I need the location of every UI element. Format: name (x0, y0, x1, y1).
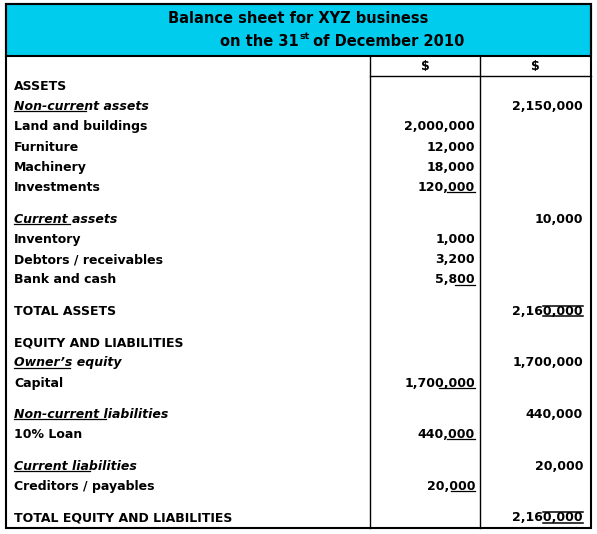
Text: 440,000: 440,000 (418, 428, 475, 441)
Text: 3,200: 3,200 (435, 253, 475, 266)
Text: TOTAL EQUITY AND LIABILITIES: TOTAL EQUITY AND LIABILITIES (14, 512, 232, 524)
Text: 20,000: 20,000 (534, 460, 583, 473)
Text: Debtors / receivables: Debtors / receivables (14, 253, 163, 266)
Text: 120,000: 120,000 (418, 181, 475, 194)
Text: 1,000: 1,000 (435, 233, 475, 246)
Text: Balance sheet for XYZ business: Balance sheet for XYZ business (168, 11, 429, 26)
Text: 440,000: 440,000 (526, 408, 583, 421)
Text: of December 2010: of December 2010 (309, 34, 465, 49)
Text: Non-current liabilities: Non-current liabilities (14, 408, 168, 421)
Text: Current assets: Current assets (14, 213, 118, 225)
Text: st: st (300, 32, 310, 41)
Text: 12,000: 12,000 (426, 140, 475, 154)
Bar (6, 4, 591, 56)
Text: 2,160,000: 2,160,000 (512, 305, 583, 318)
Text: Current liabilities: Current liabilities (14, 460, 137, 473)
Text: Bank and cash: Bank and cash (14, 273, 116, 286)
Text: Inventory: Inventory (14, 233, 82, 246)
Text: TOTAL ASSETS: TOTAL ASSETS (14, 305, 116, 318)
Text: 2,150,000: 2,150,000 (512, 100, 583, 113)
Text: on the 31: on the 31 (220, 34, 298, 49)
Text: Owner’s equity: Owner’s equity (14, 356, 122, 370)
Text: 2,000,000: 2,000,000 (404, 120, 475, 134)
Text: ASSETS: ASSETS (14, 80, 67, 93)
Text: 1,700,000: 1,700,000 (512, 356, 583, 370)
Text: 10,000: 10,000 (534, 213, 583, 225)
Text: Land and buildings: Land and buildings (14, 120, 147, 134)
Text: Creditors / payables: Creditors / payables (14, 480, 155, 493)
Text: Machinery: Machinery (14, 161, 87, 174)
Text: $: $ (531, 60, 540, 73)
Text: $: $ (421, 60, 429, 73)
Text: 2,160,000: 2,160,000 (512, 512, 583, 524)
Text: 20,000: 20,000 (426, 480, 475, 493)
Text: 10% Loan: 10% Loan (14, 428, 82, 441)
Text: Investments: Investments (14, 181, 101, 194)
Text: Capital: Capital (14, 376, 63, 390)
Text: 1,700,000: 1,700,000 (404, 376, 475, 390)
Text: 18,000: 18,000 (427, 161, 475, 174)
Text: Furniture: Furniture (14, 140, 79, 154)
Text: EQUITY AND LIABILITIES: EQUITY AND LIABILITIES (14, 336, 183, 349)
Text: Non-current assets: Non-current assets (14, 100, 149, 113)
Text: 5,800: 5,800 (435, 273, 475, 286)
